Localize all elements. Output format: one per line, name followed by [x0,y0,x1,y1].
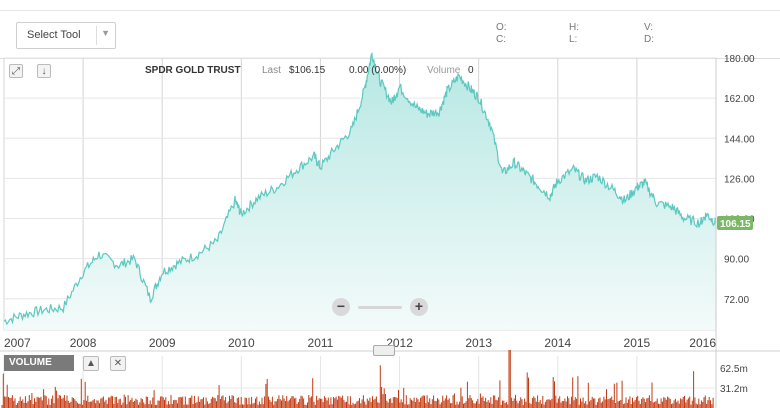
x-tick-label: 2009 [149,336,176,350]
zoom-out-icon[interactable]: − [332,298,350,316]
ohlc-volume-date: V: D: [644,22,654,46]
y-tick-label: 162.00 [724,94,755,105]
x-tick-label: 2008 [70,336,97,350]
symbol-name: SPDR GOLD TRUST [145,65,241,76]
y-tick-label: 180.00 [724,54,755,65]
chart-toolbar: Select Tool ▼ O: C: H: L: V: D: [0,10,780,59]
zoom-slider[interactable] [358,306,402,309]
volume-value: 0 [468,65,474,76]
y-tick-label: 90.00 [724,255,749,266]
x-tick-label: 2010 [228,336,255,350]
date-readout-label: D: [644,34,654,45]
last-price-badge [717,215,753,230]
volume-label: Volume [427,65,461,76]
ohlc-high-low: H: L: [569,22,579,46]
y-tick-label: 144.00 [724,134,755,145]
volume-tick-label: 31.2m [720,384,748,395]
last-price: $106.15 [289,65,326,76]
dropdown-divider [96,26,97,45]
x-tick-label: 2011 [308,336,334,350]
last-label: Last [262,65,281,76]
panel-resize-handle[interactable] [373,345,395,356]
x-tick-label: 2014 [544,336,571,350]
x-tick-label: 2013 [465,336,492,350]
close-icon[interactable]: ✕ [110,356,126,371]
last-price-badge-label: 106.15 [720,219,751,230]
price-line [3,51,717,326]
low-label: L: [569,34,578,45]
x-tick-label: 2015 [624,336,651,350]
volume-panel-label: VOLUME [4,355,74,371]
close-label: C: [496,34,506,45]
select-tool-label: Select Tool [27,29,81,41]
price-change: 0.00 (0.00%) [349,65,407,76]
volume-tick-label: 62.5m [720,364,748,375]
download-icon[interactable]: ↓ [37,64,51,78]
y-tick-label: 72.00 [724,295,749,306]
price-area [4,53,716,330]
open-label: O: [496,22,507,33]
chevron-down-icon: ▼ [101,28,110,38]
select-tool-dropdown[interactable]: Select Tool ▼ [16,22,116,49]
expand-icon[interactable]: ⤢ [9,64,23,78]
high-label: H: [569,22,579,33]
ohlc-open-close: O: C: [496,22,507,46]
zoom-control: − + [332,298,432,316]
y-tick-label: 126.00 [724,174,755,185]
move-up-icon[interactable]: ▲ [83,356,99,371]
x-tick-label: 2007 [4,336,31,350]
volume-readout-label: V: [644,22,654,33]
x-tick-label: 2016 [689,336,716,350]
zoom-in-icon[interactable]: + [410,298,428,316]
